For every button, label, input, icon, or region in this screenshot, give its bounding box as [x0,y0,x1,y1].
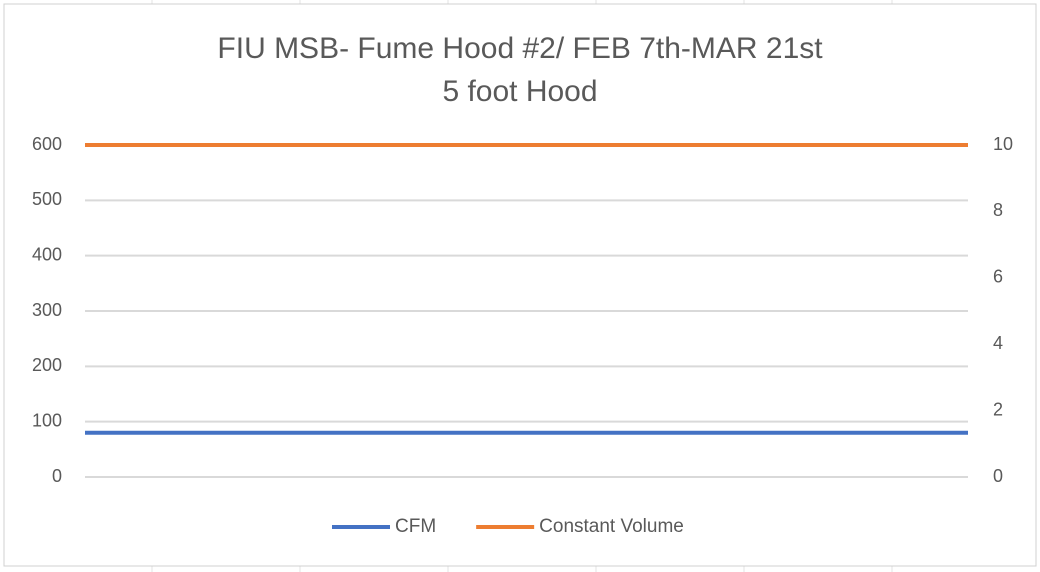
chart-subtitle: 5 foot Hood [442,75,597,108]
y-tick-label: 0 [52,466,62,486]
legend-label: CFM [395,516,436,537]
y-tick-label: 100 [32,410,62,430]
y2-tick-label: 2 [993,399,1003,419]
chart-area [3,3,1037,567]
legend-label: Constant Volume [539,516,684,537]
y-tick-label: 400 [32,244,62,264]
y2-tick-label: 8 [993,200,1003,220]
chart-title: FIU MSB- Fume Hood #2/ FEB 7th-MAR 21st [217,32,823,65]
y2-tick-label: 4 [993,333,1003,353]
y2-tick-label: 0 [993,466,1003,486]
y-tick-label: 600 [32,134,62,154]
y2-tick-label: 10 [993,134,1013,154]
y-tick-label: 500 [32,189,62,209]
y2-tick-label: 6 [993,267,1003,287]
y-tick-label: 200 [32,355,62,375]
y-tick-label: 300 [32,300,62,320]
